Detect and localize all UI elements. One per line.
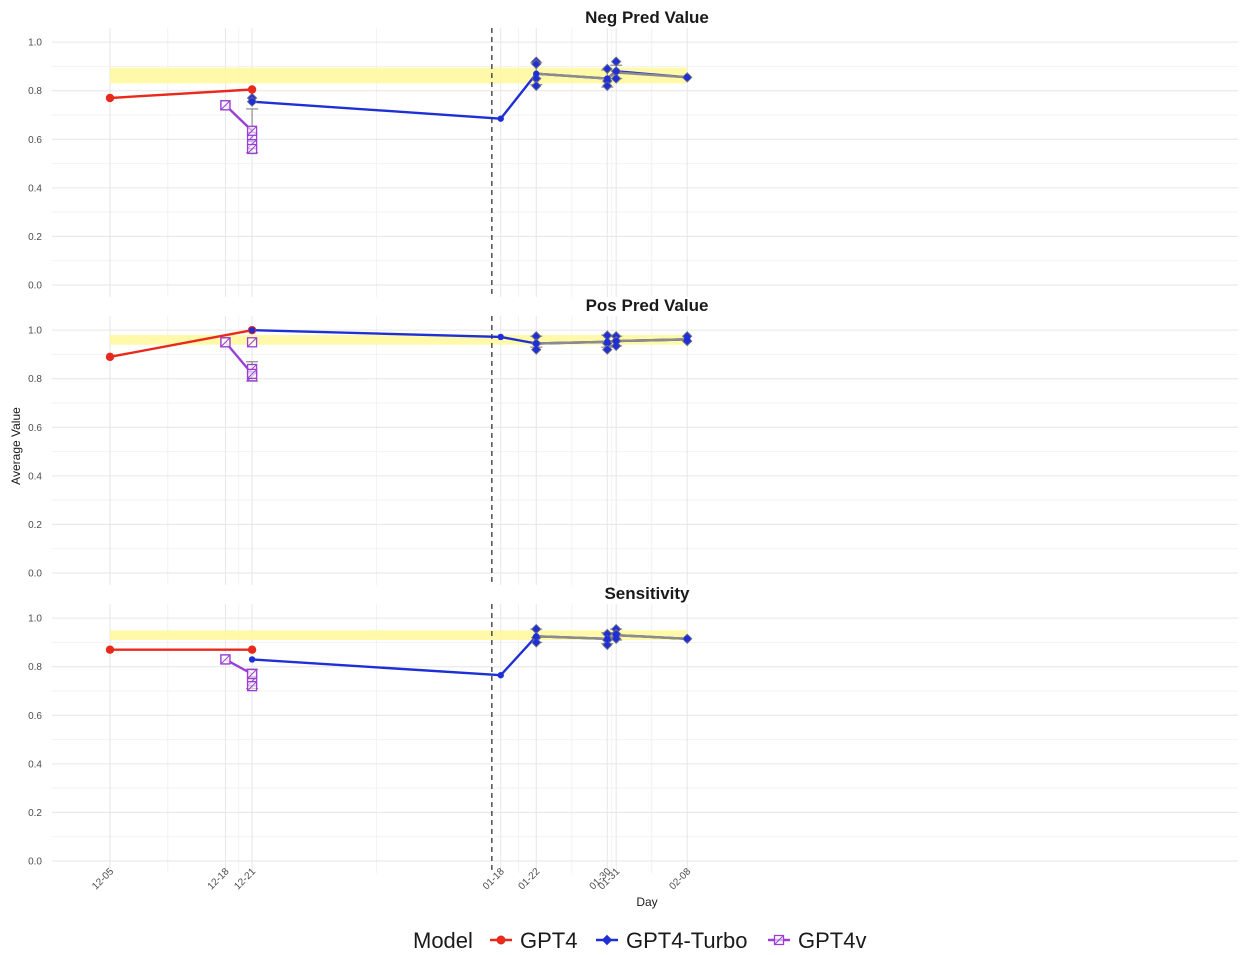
y-tick-label: 0.4: [28, 183, 42, 194]
point-gpt4-turbo: [602, 344, 613, 355]
y-tick-label: 0.2: [28, 232, 42, 243]
point-gpt4-turbo: [531, 80, 542, 92]
legend: Model GPT4 GPT4-Turbo GPT4v: [413, 928, 866, 953]
x-tick-label: 12-21: [232, 866, 258, 892]
point-gpt4-turbo-mean: [248, 326, 256, 334]
point-gpt4v-mean-slash: [247, 369, 257, 379]
point-gpt4-turbo-mean: [684, 635, 691, 642]
reference-band: [110, 335, 688, 345]
y-tick-label: 0.4: [28, 759, 42, 770]
y-tick-label: 0.0: [28, 281, 42, 292]
point-gpt4v-slash: [247, 681, 257, 691]
y-tick-label: 1.0: [28, 326, 42, 337]
reference-band: [110, 630, 688, 640]
y-tick-label: 0.2: [28, 520, 42, 531]
panel-0: Neg Pred Value 0.0 0.2 0.4 0.6 0.8 1.0: [28, 8, 1238, 297]
y-tick-label: 1.0: [28, 614, 42, 625]
point-gpt4v-slash: [247, 337, 257, 348]
point-gpt4-turbo: [531, 58, 542, 70]
legend-label: GPT4-Turbo: [626, 928, 747, 953]
legend-label: GPT4v: [798, 928, 866, 953]
point-gpt4-turbo: [610, 56, 622, 67]
point-gpt4-turbo-mean: [533, 633, 540, 640]
panel-1: Pos Pred Value 0.0 0.2 0.4 0.6 0.8 1.0: [28, 296, 1238, 585]
y-tick-label: 0.8: [28, 662, 42, 673]
point-gpt4-turbo-mean: [497, 333, 504, 341]
y-tick-label: 0.6: [28, 423, 42, 434]
x-tick-label: 01-22: [516, 866, 542, 892]
legend-key-marker: [496, 935, 506, 945]
point-gpt4v-mean-slash: [220, 654, 231, 665]
panel-title: Pos Pred Value: [586, 296, 709, 315]
y-tick-label: 0.2: [28, 808, 42, 819]
legend-title: Model: [413, 928, 473, 953]
point-gpt4-turbo: [602, 80, 613, 92]
point-gpt4-turbo-mean: [248, 656, 256, 663]
x-axis-title: Day: [636, 895, 657, 909]
point-gpt4: [105, 93, 115, 103]
point-gpt4-turbo-mean: [533, 340, 540, 347]
point-gpt4-turbo-mean: [533, 70, 540, 77]
series-line-gpt4-turbo: [252, 633, 688, 677]
panel-title: Neg Pred Value: [585, 8, 709, 27]
point-gpt4v-mean-slash: [220, 100, 231, 111]
y-tick-label: 0.0: [28, 857, 42, 868]
point-gpt4-turbo-mean: [612, 631, 620, 639]
legend-key-marker: [601, 934, 613, 946]
x-tick-label: 12-18: [206, 866, 232, 892]
point-gpt4-turbo: [602, 63, 613, 75]
point-gpt4: [105, 645, 115, 654]
x-tick-label: 12-05: [90, 866, 116, 892]
y-tick-label: 0.4: [28, 471, 42, 482]
y-tick-label: 0.6: [28, 135, 42, 146]
point-gpt4-turbo: [531, 344, 542, 355]
point-gpt4-turbo-mean: [248, 98, 256, 105]
point-gpt4: [247, 645, 257, 654]
y-tick-label: 0.8: [28, 86, 42, 97]
mean-line: [536, 633, 688, 640]
x-tick-label: 01-18: [481, 866, 507, 892]
point-gpt4-turbo: [602, 639, 613, 651]
point-gpt4-turbo-mean: [497, 115, 504, 122]
point-gpt4-turbo-mean: [684, 336, 691, 343]
x-tick-label: 01-31: [596, 866, 622, 892]
point-gpt4-turbo-mean: [684, 74, 691, 81]
legend-label: GPT4: [520, 928, 577, 953]
point-gpt4v-mean-slash: [247, 669, 257, 679]
point-gpt4-turbo-mean: [612, 68, 620, 75]
point-gpt4-turbo-mean: [612, 337, 620, 345]
panel-2: Sensitivity 0.0 0.2 0.4 0.6 0.8 1.0: [28, 584, 1238, 873]
y-tick-label: 1.0: [28, 38, 42, 49]
point-gpt4: [247, 85, 257, 94]
point-gpt4-turbo-mean: [604, 635, 611, 642]
y-axis-title: Average Value: [9, 407, 23, 485]
y-tick-label: 0.8: [28, 374, 42, 385]
point-gpt4v-mean-slash: [220, 337, 231, 348]
point-gpt4-turbo: [610, 73, 622, 84]
y-tick-label: 0.6: [28, 711, 42, 722]
point-gpt4v-mean-slash: [247, 125, 257, 136]
point-gpt4-turbo: [531, 637, 542, 648]
legend-key-marker-slash: [774, 935, 784, 945]
point-gpt4-turbo: [610, 340, 622, 352]
point-gpt4-turbo-mean: [604, 338, 611, 345]
point-gpt4-turbo-mean: [604, 75, 611, 82]
panel-title: Sensitivity: [604, 584, 690, 603]
x-tick-label: 02-08: [667, 866, 693, 892]
point-gpt4v-slash: [247, 144, 257, 154]
point-gpt4-turbo-mean: [497, 672, 504, 679]
point-gpt4: [105, 352, 115, 362]
series-line-gpt4: [109, 328, 253, 359]
reference-band: [110, 67, 688, 84]
series-line-gpt4: [109, 88, 253, 100]
y-tick-label: 0.0: [28, 569, 42, 580]
mean-line: [536, 71, 688, 80]
